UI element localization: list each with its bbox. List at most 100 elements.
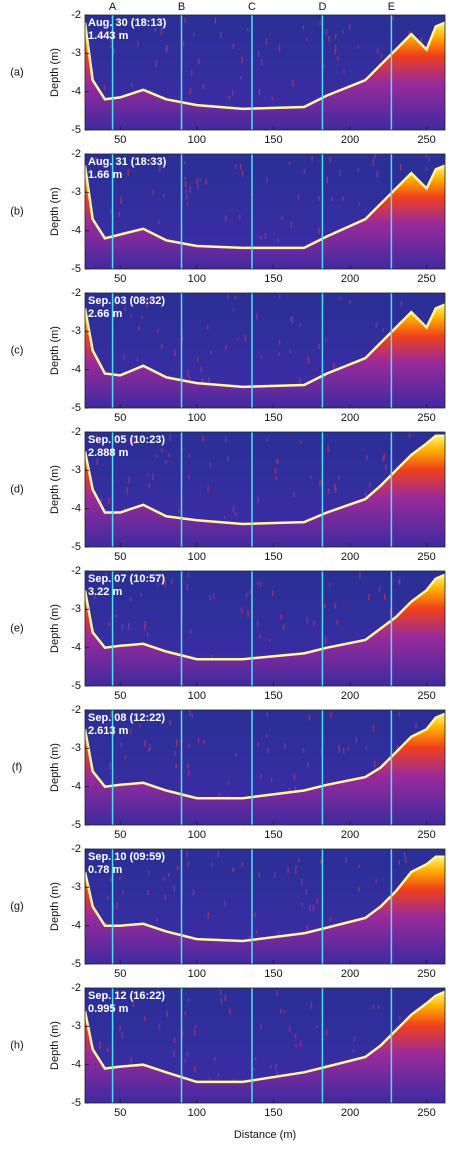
speckle <box>188 744 190 748</box>
speckle <box>255 930 258 934</box>
speckle <box>232 43 235 49</box>
y-tick-label: -5 <box>71 124 81 136</box>
speckle <box>378 586 381 592</box>
speckle <box>291 316 294 324</box>
speckle <box>334 603 337 609</box>
speckle <box>126 487 129 494</box>
seabed-fill <box>85 435 445 547</box>
speckle <box>185 193 188 200</box>
speckle <box>240 75 242 80</box>
speckle <box>265 733 268 738</box>
panel: A B C D E -5 -4 -3 -2 50 100 150 200 250 Depth (m) (a) A… <box>10 1 446 146</box>
speckle <box>132 1000 135 1008</box>
speckle <box>174 349 176 357</box>
x-tick-label: 150 <box>264 829 282 841</box>
speckle <box>403 852 406 858</box>
x-tick-label: 50 <box>114 968 126 980</box>
speckle <box>404 857 407 864</box>
speckle <box>282 624 285 631</box>
speckle <box>258 872 260 878</box>
speckle <box>257 620 259 627</box>
speckle <box>248 935 251 941</box>
y-tick-label: -2 <box>71 565 81 577</box>
speckle <box>169 434 171 442</box>
seabed-fill <box>85 22 445 130</box>
speckle <box>271 590 274 596</box>
speckle <box>325 338 327 342</box>
speckle <box>247 610 249 618</box>
speckle <box>267 748 269 753</box>
speckle <box>293 491 295 498</box>
speckle <box>116 902 118 910</box>
panel-label: (d) <box>10 483 23 495</box>
speckle <box>178 509 180 513</box>
y-axis-label: Depth (m) <box>49 1021 61 1070</box>
speckle <box>358 202 361 206</box>
speckle <box>95 156 97 164</box>
speckle <box>113 48 115 55</box>
speckle <box>319 20 321 25</box>
speckle <box>130 1057 132 1064</box>
speckle <box>258 88 261 96</box>
speckle <box>260 1023 262 1030</box>
x-tick-label: 250 <box>417 829 435 841</box>
speckle <box>130 82 133 87</box>
speckle <box>331 197 333 202</box>
speckle <box>192 889 195 896</box>
speckle <box>284 743 286 749</box>
speckle <box>396 745 399 750</box>
panel: -5 -4 -3 -2 50 100 150 200 250 Depth (m) (c) Sep. 0… <box>11 287 446 424</box>
speckle <box>146 632 149 637</box>
speckle <box>301 878 303 886</box>
annotation: 2.613 m <box>88 725 129 737</box>
speckle <box>376 48 379 54</box>
speckle <box>278 339 281 345</box>
speckle <box>212 593 215 600</box>
panel: -5 -4 -3 -2 50 100 150 200 250 Depth (m) (b) Aug. 3… <box>10 148 446 285</box>
speckle <box>241 56 243 64</box>
speckle <box>169 719 171 726</box>
speckle <box>279 294 281 298</box>
speckle <box>347 747 350 751</box>
speckle <box>299 1041 302 1047</box>
plot-area <box>85 293 445 408</box>
speckle <box>122 354 125 360</box>
speckle <box>256 313 258 320</box>
speckle <box>399 164 402 171</box>
y-tick-label: -3 <box>71 47 81 59</box>
speckle <box>368 482 371 488</box>
speckle <box>382 328 384 332</box>
speckle <box>187 369 189 377</box>
speckle <box>234 1078 237 1082</box>
annotation: Sep. 03 (08:32) <box>88 295 165 307</box>
speckle <box>197 184 199 190</box>
speckle <box>234 295 236 300</box>
x-tick-label: 200 <box>341 829 359 841</box>
speckle <box>152 473 154 481</box>
speckle <box>202 435 204 442</box>
seabed-line <box>85 855 445 943</box>
speckle <box>300 440 302 444</box>
speckle <box>280 1008 282 1014</box>
speckle <box>140 593 142 597</box>
speckle <box>292 79 294 87</box>
speckle <box>170 578 173 585</box>
speckle <box>186 1051 189 1058</box>
speckle <box>166 44 168 52</box>
speckle <box>302 25 305 30</box>
section-label: D <box>318 1 326 13</box>
speckle <box>316 1024 318 1028</box>
speckle <box>202 83 205 89</box>
speckle <box>339 296 341 300</box>
speckle <box>176 865 179 870</box>
annotation: 0.995 m <box>88 1003 129 1015</box>
y-tick-label: -5 <box>71 263 81 275</box>
speckle <box>376 171 379 178</box>
speckle <box>155 60 158 68</box>
speckle <box>108 498 110 505</box>
speckle <box>136 357 139 362</box>
speckle <box>188 474 190 479</box>
speckle <box>209 595 211 600</box>
y-tick-label: -3 <box>71 1020 81 1032</box>
speckle <box>223 900 226 907</box>
